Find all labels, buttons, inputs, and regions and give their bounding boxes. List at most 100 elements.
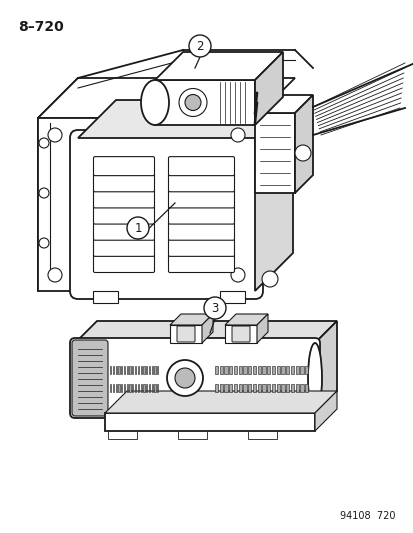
FancyBboxPatch shape bbox=[290, 384, 294, 392]
Circle shape bbox=[39, 138, 49, 148]
FancyBboxPatch shape bbox=[285, 384, 289, 392]
Polygon shape bbox=[93, 291, 118, 303]
FancyBboxPatch shape bbox=[300, 384, 303, 392]
FancyBboxPatch shape bbox=[115, 366, 116, 374]
FancyBboxPatch shape bbox=[135, 384, 136, 392]
FancyBboxPatch shape bbox=[262, 366, 265, 374]
Polygon shape bbox=[247, 431, 276, 439]
FancyBboxPatch shape bbox=[110, 366, 111, 374]
FancyBboxPatch shape bbox=[168, 173, 234, 192]
FancyBboxPatch shape bbox=[168, 221, 234, 240]
Polygon shape bbox=[78, 100, 292, 138]
FancyBboxPatch shape bbox=[168, 189, 234, 208]
FancyBboxPatch shape bbox=[138, 366, 139, 374]
FancyBboxPatch shape bbox=[248, 384, 251, 392]
FancyBboxPatch shape bbox=[281, 384, 284, 392]
Circle shape bbox=[48, 268, 62, 282]
FancyBboxPatch shape bbox=[70, 130, 262, 299]
FancyBboxPatch shape bbox=[132, 384, 133, 392]
FancyBboxPatch shape bbox=[93, 237, 154, 256]
FancyBboxPatch shape bbox=[276, 366, 279, 374]
FancyBboxPatch shape bbox=[252, 384, 256, 392]
Text: 94108  720: 94108 720 bbox=[339, 511, 395, 521]
FancyBboxPatch shape bbox=[248, 366, 251, 374]
FancyBboxPatch shape bbox=[146, 366, 147, 374]
Polygon shape bbox=[219, 291, 244, 303]
FancyBboxPatch shape bbox=[93, 157, 154, 176]
Circle shape bbox=[189, 35, 211, 57]
FancyBboxPatch shape bbox=[168, 254, 234, 272]
Polygon shape bbox=[108, 431, 137, 439]
Circle shape bbox=[175, 368, 195, 388]
FancyBboxPatch shape bbox=[146, 384, 147, 392]
Polygon shape bbox=[38, 78, 78, 291]
Polygon shape bbox=[105, 413, 314, 431]
FancyBboxPatch shape bbox=[154, 384, 155, 392]
FancyBboxPatch shape bbox=[132, 366, 133, 374]
FancyBboxPatch shape bbox=[285, 366, 289, 374]
FancyBboxPatch shape bbox=[143, 366, 144, 374]
Circle shape bbox=[230, 268, 244, 282]
Circle shape bbox=[185, 94, 201, 110]
Polygon shape bbox=[154, 80, 254, 125]
FancyBboxPatch shape bbox=[168, 157, 234, 176]
FancyBboxPatch shape bbox=[233, 366, 237, 374]
FancyBboxPatch shape bbox=[70, 338, 319, 418]
FancyBboxPatch shape bbox=[72, 340, 108, 416]
Circle shape bbox=[230, 128, 244, 142]
FancyBboxPatch shape bbox=[112, 384, 114, 392]
FancyBboxPatch shape bbox=[295, 366, 298, 374]
FancyBboxPatch shape bbox=[143, 384, 144, 392]
Polygon shape bbox=[202, 314, 212, 343]
Circle shape bbox=[261, 271, 277, 287]
FancyBboxPatch shape bbox=[252, 366, 256, 374]
FancyBboxPatch shape bbox=[177, 326, 195, 342]
Polygon shape bbox=[178, 431, 206, 439]
FancyBboxPatch shape bbox=[224, 384, 227, 392]
FancyBboxPatch shape bbox=[214, 384, 218, 392]
Polygon shape bbox=[38, 118, 254, 291]
Polygon shape bbox=[294, 95, 312, 193]
FancyBboxPatch shape bbox=[123, 384, 125, 392]
FancyBboxPatch shape bbox=[129, 384, 131, 392]
Polygon shape bbox=[254, 100, 292, 291]
FancyBboxPatch shape bbox=[157, 384, 158, 392]
Ellipse shape bbox=[307, 343, 321, 413]
FancyBboxPatch shape bbox=[123, 366, 125, 374]
Polygon shape bbox=[314, 391, 336, 431]
FancyBboxPatch shape bbox=[257, 366, 260, 374]
Circle shape bbox=[39, 188, 49, 198]
FancyBboxPatch shape bbox=[243, 366, 246, 374]
FancyBboxPatch shape bbox=[290, 366, 294, 374]
FancyBboxPatch shape bbox=[231, 326, 249, 342]
FancyBboxPatch shape bbox=[110, 384, 111, 392]
FancyBboxPatch shape bbox=[168, 205, 234, 224]
Polygon shape bbox=[75, 321, 336, 343]
FancyBboxPatch shape bbox=[243, 384, 246, 392]
FancyBboxPatch shape bbox=[271, 384, 275, 392]
FancyBboxPatch shape bbox=[238, 384, 242, 392]
Circle shape bbox=[178, 88, 206, 117]
FancyBboxPatch shape bbox=[121, 366, 122, 374]
FancyBboxPatch shape bbox=[257, 384, 260, 392]
Ellipse shape bbox=[141, 80, 169, 125]
FancyBboxPatch shape bbox=[168, 237, 234, 256]
Polygon shape bbox=[254, 52, 282, 125]
FancyBboxPatch shape bbox=[138, 384, 139, 392]
FancyBboxPatch shape bbox=[304, 366, 308, 374]
Text: 1: 1 bbox=[134, 222, 141, 235]
Text: 2: 2 bbox=[196, 39, 203, 52]
FancyBboxPatch shape bbox=[262, 384, 265, 392]
FancyBboxPatch shape bbox=[229, 366, 232, 374]
Circle shape bbox=[204, 297, 225, 319]
FancyBboxPatch shape bbox=[115, 384, 116, 392]
FancyBboxPatch shape bbox=[140, 366, 142, 374]
Polygon shape bbox=[154, 52, 282, 80]
FancyBboxPatch shape bbox=[304, 384, 308, 392]
Polygon shape bbox=[170, 325, 202, 343]
Text: 3: 3 bbox=[211, 302, 218, 314]
FancyBboxPatch shape bbox=[121, 384, 122, 392]
FancyBboxPatch shape bbox=[126, 384, 128, 392]
FancyBboxPatch shape bbox=[93, 254, 154, 272]
FancyBboxPatch shape bbox=[238, 366, 242, 374]
